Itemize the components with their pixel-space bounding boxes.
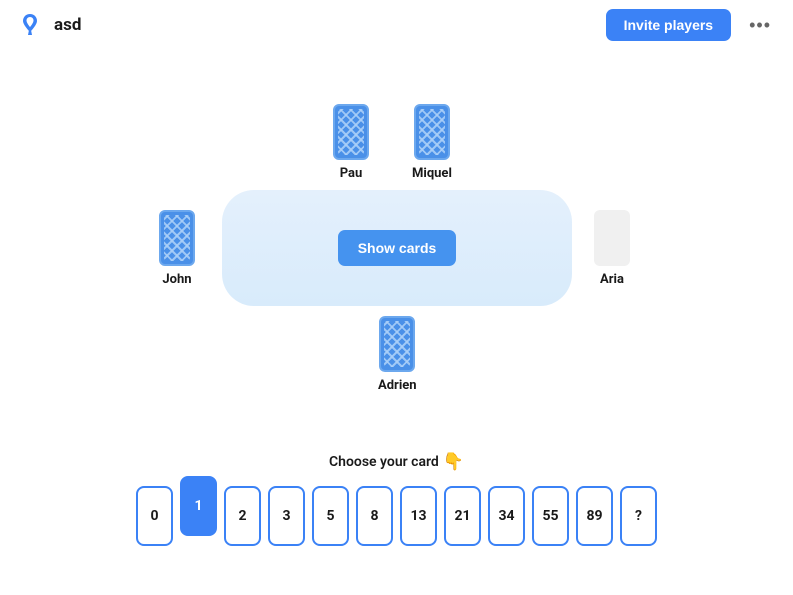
player-top-2: Miquel — [412, 104, 452, 181]
more-menu-button[interactable]: ••• — [743, 11, 777, 40]
header-right: Invite players ••• — [606, 9, 777, 41]
player-card-back — [379, 316, 415, 372]
choose-card-text: Choose your card — [329, 454, 439, 470]
hand-cards: 0123581321345589? — [136, 486, 657, 556]
hand-card[interactable]: 21 — [444, 486, 481, 546]
hand-card[interactable]: 5 — [312, 486, 349, 546]
pointing-down-icon: 👇 — [443, 452, 464, 472]
invite-players-button[interactable]: Invite players — [606, 9, 732, 41]
hand-card[interactable]: 2 — [224, 486, 261, 546]
show-cards-button[interactable]: Show cards — [338, 230, 457, 266]
player-card-back — [333, 104, 369, 160]
hand-card[interactable]: 1 — [180, 476, 217, 536]
game-area: Pau Miquel John Show cards Aria Adrien — [0, 80, 793, 440]
room-name[interactable]: asd — [54, 15, 81, 35]
hand-card[interactable]: 0 — [136, 486, 173, 546]
header-left: asd — [16, 11, 81, 39]
player-name: Aria — [600, 272, 624, 287]
hand-card[interactable]: ? — [620, 486, 657, 546]
player-name: Miquel — [412, 166, 452, 181]
hand-card[interactable]: 13 — [400, 486, 437, 546]
hand-card[interactable]: 3 — [268, 486, 305, 546]
player-card-back — [159, 210, 195, 266]
header: asd Invite players ••• — [0, 0, 793, 50]
player-left: John — [159, 210, 195, 287]
player-card-back — [414, 104, 450, 160]
choose-card-label: Choose your card 👇 — [329, 452, 464, 472]
hand-card[interactable]: 55 — [532, 486, 569, 546]
player-bottom: Adrien — [378, 316, 417, 393]
player-name: Pau — [340, 166, 363, 181]
game-table: Show cards — [222, 190, 572, 306]
player-card-empty — [594, 210, 630, 266]
hand-card[interactable]: 8 — [356, 486, 393, 546]
hand-card[interactable]: 89 — [576, 486, 613, 546]
player-right: Aria — [594, 210, 630, 287]
player-top-1: Pau — [333, 104, 369, 181]
hand-card[interactable]: 34 — [488, 486, 525, 546]
player-name: Adrien — [378, 378, 417, 393]
app-logo-icon[interactable] — [16, 11, 44, 39]
player-name: John — [162, 272, 191, 287]
choose-section: Choose your card 👇 0123581321345589? — [0, 452, 793, 556]
